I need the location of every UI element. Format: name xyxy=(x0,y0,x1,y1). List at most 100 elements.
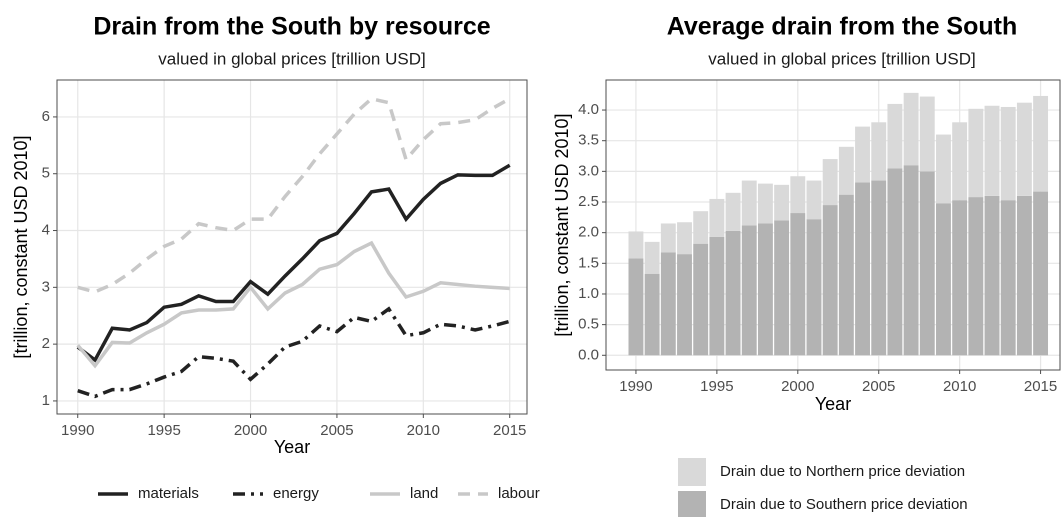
y-axis-label: [trillion, constant USD 2010] xyxy=(11,135,31,358)
bar-segment xyxy=(693,243,709,356)
y-tick-label: 3.5 xyxy=(578,132,599,149)
bar-segment xyxy=(709,236,725,356)
y-tick-label: 0.5 xyxy=(578,316,599,333)
x-tick-label: 2010 xyxy=(943,378,976,395)
bar-segment xyxy=(1000,200,1016,356)
y-tick-label: 2.0 xyxy=(578,224,599,241)
bar-segment xyxy=(822,159,838,206)
bar-segment xyxy=(984,105,1000,196)
y-axis-label: [trillion, constant USD 2010] xyxy=(552,113,572,336)
bar-segment xyxy=(887,103,903,169)
bar-segment xyxy=(855,182,870,356)
bar-segment xyxy=(806,219,822,356)
x-tick-label: 1990 xyxy=(61,422,94,439)
plot-border xyxy=(605,79,1061,371)
bar-segment xyxy=(644,241,660,274)
bar-segment xyxy=(1033,191,1049,356)
plot-background xyxy=(57,80,527,414)
bar-segment xyxy=(968,197,984,356)
bar-segment xyxy=(774,184,790,221)
bar-segment xyxy=(628,231,644,259)
bar-segment xyxy=(1000,106,1016,201)
y-tick-label: 5 xyxy=(42,165,50,182)
bar-segment xyxy=(1016,102,1032,196)
y-tick-label: 3 xyxy=(42,278,50,295)
y-tick-label: 0.0 xyxy=(578,346,599,363)
bar-segment xyxy=(936,134,951,204)
bar-segment xyxy=(725,192,741,231)
bar-segment xyxy=(741,180,757,226)
bar-segment xyxy=(741,225,757,356)
legend-label: labour xyxy=(498,485,540,502)
x-axis-label: Year xyxy=(274,437,310,457)
y-tick-label: 3.0 xyxy=(578,162,599,179)
y-tick-label: 2.5 xyxy=(578,193,599,210)
y-tick-label: 1 xyxy=(42,392,50,409)
y-tick-label: 2 xyxy=(42,335,50,352)
bar-segment xyxy=(1033,95,1049,192)
x-tick-label: 2005 xyxy=(320,422,353,439)
chart-subtitle: valued in global prices [trillion USD] xyxy=(708,49,975,68)
bar-segment xyxy=(855,126,870,183)
x-tick-label: 2010 xyxy=(407,422,440,439)
data-line xyxy=(77,306,511,399)
legend-label: land xyxy=(410,485,438,502)
x-tick-label: 2005 xyxy=(862,378,895,395)
bar-segment xyxy=(806,180,822,220)
bar-segment xyxy=(936,203,951,356)
bar-segment xyxy=(919,96,935,172)
legend-key xyxy=(678,458,706,486)
plot-border xyxy=(56,79,528,415)
bar-segment xyxy=(1016,195,1032,356)
x-tick-label: 1995 xyxy=(700,378,733,395)
bar-segment xyxy=(952,200,968,356)
y-tick-label: 1.0 xyxy=(578,285,599,302)
bar-segment xyxy=(903,92,919,166)
bar-segment xyxy=(725,230,741,356)
bar-segment xyxy=(887,168,903,356)
bar-segment xyxy=(677,222,692,255)
bar-segment xyxy=(774,220,790,356)
bar-segment xyxy=(919,171,935,356)
chart-title: Average drain from the South xyxy=(667,13,1018,41)
bar-segment xyxy=(628,258,644,356)
bar-segment xyxy=(757,183,773,224)
bar-segment xyxy=(822,205,838,356)
y-tick-label: 4.0 xyxy=(578,101,599,118)
chart-subtitle: valued in global prices [trillion USD] xyxy=(158,49,425,68)
data-line xyxy=(76,163,511,363)
x-tick-label: 2000 xyxy=(234,422,267,439)
x-tick-label: 2000 xyxy=(781,378,814,395)
bar-segment xyxy=(660,223,676,253)
x-tick-label: 1990 xyxy=(619,378,652,395)
bar-segment xyxy=(871,180,887,356)
bar-segment xyxy=(838,146,854,195)
x-tick-label: 1995 xyxy=(147,422,180,439)
bar-segment xyxy=(968,108,984,198)
legend-label: Drain due to Southern price deviation xyxy=(720,496,968,513)
x-tick-label: 2015 xyxy=(1024,378,1057,395)
bar-segment xyxy=(757,223,773,356)
bar-segment xyxy=(838,194,854,356)
legend-key xyxy=(678,491,706,517)
legend-label: materials xyxy=(138,485,199,502)
chart-title: Drain from the South by resource xyxy=(93,13,490,41)
x-tick-label: 2015 xyxy=(493,422,526,439)
bar-segment xyxy=(871,122,887,181)
data-line xyxy=(76,240,510,369)
legend-label: energy xyxy=(273,485,319,502)
data-line xyxy=(77,96,511,294)
bar-segment xyxy=(709,198,725,237)
bar-segment xyxy=(660,252,676,356)
legend-label: Drain due to Northern price deviation xyxy=(720,463,965,480)
bar-segment xyxy=(644,273,660,356)
bar-segment xyxy=(693,211,709,244)
bar-segment xyxy=(952,122,968,201)
y-tick-label: 4 xyxy=(42,221,50,238)
bar-segment xyxy=(984,195,1000,356)
x-axis-label: Year xyxy=(815,394,851,414)
bar-segment xyxy=(677,254,692,356)
bar-segment xyxy=(790,213,806,356)
y-tick-label: 1.5 xyxy=(578,254,599,271)
